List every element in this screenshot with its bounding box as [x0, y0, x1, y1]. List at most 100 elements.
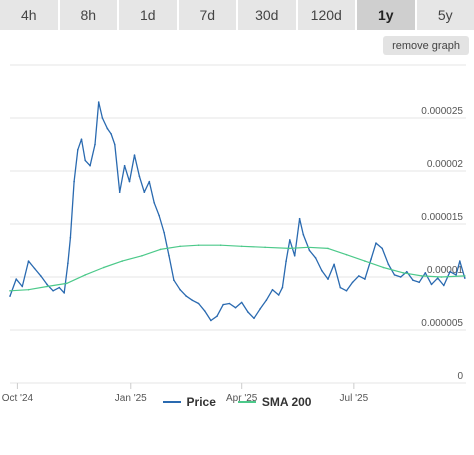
price-data-point	[459, 260, 461, 262]
price-data-point	[191, 299, 194, 302]
price-data-point	[308, 249, 311, 252]
legend-item-price[interactable]: Price	[162, 395, 216, 409]
tab-30d[interactable]: 30d	[238, 0, 298, 30]
price-data-point	[158, 214, 160, 217]
price-data-point	[46, 283, 48, 286]
price-data-point	[33, 267, 36, 270]
price-data-point	[277, 294, 280, 296]
price-data-point	[40, 275, 42, 277]
price-data-point	[203, 310, 206, 312]
sma-200-data-point	[102, 266, 105, 269]
price-data-point	[449, 270, 451, 273]
sma-200-series-line	[9, 244, 465, 292]
sma-200-data-point	[402, 272, 404, 274]
price-data-point	[67, 262, 69, 265]
price-data-point	[101, 117, 104, 119]
price-data-point	[133, 154, 136, 156]
y-tick-label: 0.000005	[421, 318, 463, 329]
legend-swatch	[237, 401, 256, 403]
price-data-point	[9, 295, 11, 297]
price-data-point	[464, 277, 466, 279]
legend-item-sma-200[interactable]: SMA 200	[237, 395, 312, 409]
price-data-point	[97, 101, 100, 103]
price-data-point	[443, 284, 445, 287]
price-data-point	[406, 270, 408, 273]
price-data-point	[327, 278, 329, 280]
price-data-point	[253, 317, 255, 320]
sma-200-data-point	[159, 248, 162, 251]
price-data-point	[358, 275, 360, 277]
price-data-point	[234, 306, 237, 309]
price-data-point	[185, 295, 187, 297]
sma-200-data-point	[46, 285, 48, 288]
tab-1y[interactable]: 1y	[357, 0, 417, 30]
price-data-point	[321, 269, 323, 272]
price-data-point	[285, 260, 287, 262]
sma-200-data-point	[9, 290, 11, 292]
price-data-point	[128, 180, 131, 183]
price-data-point	[118, 191, 121, 193]
tab-8h[interactable]: 8h	[59, 0, 119, 30]
price-data-point	[345, 290, 348, 292]
price-data-point	[94, 143, 96, 146]
price-data-point	[84, 159, 86, 162]
sma-200-data-point	[219, 244, 222, 246]
tab-4h[interactable]: 4h	[0, 0, 60, 30]
price-data-point	[73, 180, 75, 183]
price-data-point	[271, 288, 274, 291]
y-tick-label: 0.00001	[427, 265, 464, 276]
sma-200-data-point	[464, 275, 466, 277]
chart-legend: Price SMA 200	[0, 393, 474, 411]
price-data-point	[430, 283, 433, 286]
sma-200-data-point	[440, 276, 443, 278]
price-data-point	[27, 260, 30, 262]
x-tick-label: Jul '25	[340, 393, 369, 404]
tab-1d[interactable]: 1d	[119, 0, 179, 30]
price-data-point	[173, 279, 175, 282]
remove-graph-button[interactable]: remove graph	[383, 36, 469, 55]
tab-120d[interactable]: 120d	[297, 0, 357, 30]
x-tick-label: Oct '24	[2, 393, 34, 404]
price-data-point	[418, 281, 421, 284]
price-data-point	[228, 302, 231, 305]
price-data-point	[21, 285, 24, 288]
price-data-point	[298, 217, 301, 220]
price-data-point	[293, 255, 296, 257]
price-data-point	[455, 274, 457, 276]
sma-200-data-point	[382, 266, 385, 269]
legend-label: Price	[186, 395, 216, 409]
y-tick-label: 0	[457, 371, 463, 382]
sma-200-data-point	[289, 247, 291, 250]
sma-200-data-point	[327, 247, 329, 250]
sma-200-data-point	[65, 282, 68, 285]
price-data-point	[393, 274, 396, 276]
price-data-point	[364, 278, 366, 280]
price-data-point	[289, 239, 291, 241]
price-data-point	[143, 191, 146, 193]
price-data-point	[387, 263, 390, 266]
price-data-point	[216, 315, 218, 318]
price-data-point	[240, 301, 243, 304]
price-data-point	[114, 143, 116, 146]
y-tick-label: 0.00002	[427, 159, 464, 170]
price-data-point	[281, 286, 284, 289]
legend-label: SMA 200	[261, 395, 312, 409]
timeframe-tabs: 4h 8h 1d 7d 30d 120d 1y 5y	[0, 0, 474, 30]
tab-5y[interactable]: 5y	[416, 0, 474, 30]
price-data-point	[412, 279, 414, 282]
y-tick-label: 0.000025	[421, 106, 463, 117]
price-data-point	[424, 272, 427, 274]
price-data-point	[197, 302, 200, 305]
sma-200-data-point	[420, 275, 423, 277]
price-data-point	[314, 257, 317, 259]
price-data-point	[163, 231, 165, 234]
sma-200-data-point	[179, 245, 181, 248]
sma-200-data-point	[264, 246, 266, 249]
tab-7d[interactable]: 7d	[178, 0, 238, 30]
price-data-point	[339, 286, 342, 289]
sma-200-data-point	[27, 288, 30, 291]
price-series-line	[9, 101, 466, 322]
price-data-point	[179, 288, 181, 291]
price-data-point	[302, 233, 305, 236]
